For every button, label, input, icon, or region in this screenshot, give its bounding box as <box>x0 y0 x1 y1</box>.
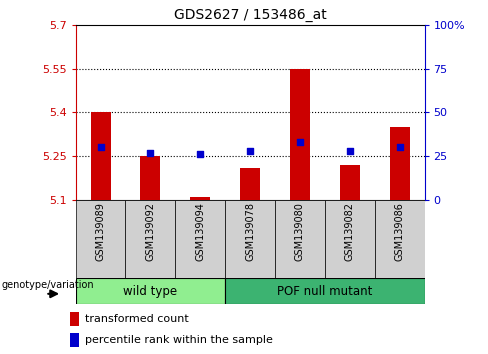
Bar <box>76 200 125 278</box>
Point <box>196 152 204 157</box>
Point <box>246 148 254 154</box>
Bar <box>375 200 425 278</box>
Text: GSM139086: GSM139086 <box>395 202 405 261</box>
Bar <box>390 127 409 200</box>
Text: transformed count: transformed count <box>84 314 188 324</box>
Bar <box>76 278 225 304</box>
Point <box>97 144 104 150</box>
Bar <box>340 165 360 200</box>
Point <box>146 150 154 155</box>
Bar <box>325 200 375 278</box>
Bar <box>290 69 310 200</box>
Text: GSM139092: GSM139092 <box>145 202 155 261</box>
Text: GSM139078: GSM139078 <box>245 202 255 261</box>
Bar <box>70 312 79 326</box>
Bar <box>275 200 325 278</box>
Point <box>346 148 354 154</box>
Bar <box>225 200 275 278</box>
Point <box>396 144 404 150</box>
Text: genotype/variation: genotype/variation <box>1 280 94 290</box>
Text: GSM139080: GSM139080 <box>295 202 305 261</box>
Bar <box>175 200 225 278</box>
Bar <box>70 333 79 347</box>
Text: POF null mutant: POF null mutant <box>277 285 372 298</box>
Text: GSM139094: GSM139094 <box>195 202 205 261</box>
Bar <box>125 200 175 278</box>
Bar <box>141 156 161 200</box>
Title: GDS2627 / 153486_at: GDS2627 / 153486_at <box>174 8 326 22</box>
Point <box>296 139 304 145</box>
Bar <box>240 168 260 200</box>
Bar <box>225 278 425 304</box>
Text: GSM139082: GSM139082 <box>345 202 355 261</box>
Text: wild type: wild type <box>123 285 178 298</box>
Bar <box>91 112 111 200</box>
Text: percentile rank within the sample: percentile rank within the sample <box>84 335 272 345</box>
Bar <box>190 197 210 200</box>
Text: GSM139089: GSM139089 <box>96 202 105 261</box>
